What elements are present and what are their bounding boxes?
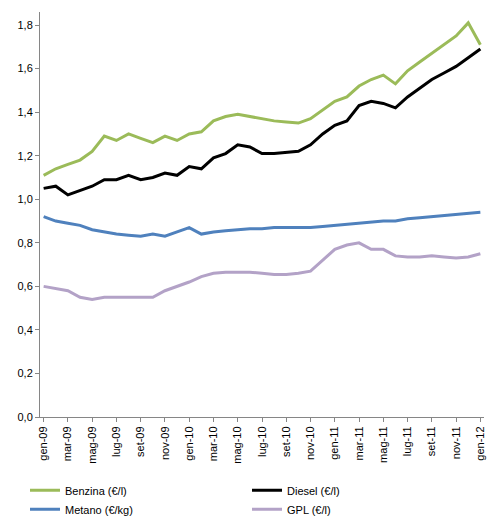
- svg-text:gen-09: gen-09: [37, 426, 49, 460]
- svg-text:lug-09: lug-09: [110, 426, 122, 457]
- svg-text:set-10: set-10: [280, 426, 292, 457]
- svg-text:Metano (€/kg): Metano (€/kg): [65, 504, 133, 516]
- svg-text:lug-10: lug-10: [256, 426, 268, 457]
- svg-text:nov-11: nov-11: [450, 426, 462, 459]
- svg-text:mag-10: mag-10: [231, 426, 243, 463]
- svg-text:0,4: 0,4: [18, 324, 33, 336]
- svg-text:nov-10: nov-10: [304, 426, 316, 460]
- svg-text:GPL (€/l): GPL (€/l): [287, 504, 331, 516]
- svg-text:mar-09: mar-09: [61, 426, 73, 461]
- svg-text:set-09: set-09: [134, 426, 146, 457]
- svg-text:0,8: 0,8: [18, 237, 33, 249]
- svg-text:1,0: 1,0: [18, 193, 33, 205]
- svg-text:0,0: 0,0: [18, 411, 33, 423]
- svg-text:gen-10: gen-10: [183, 426, 195, 460]
- svg-text:mag-09: mag-09: [86, 426, 98, 463]
- svg-text:mar-11: mar-11: [353, 426, 365, 460]
- svg-text:gen-12: gen-12: [474, 426, 486, 460]
- svg-text:1,6: 1,6: [18, 62, 33, 74]
- svg-text:1,4: 1,4: [18, 106, 33, 118]
- svg-text:set-11: set-11: [425, 426, 437, 456]
- svg-text:Diesel (€/l): Diesel (€/l): [287, 485, 340, 497]
- svg-text:mar-10: mar-10: [207, 426, 219, 461]
- svg-text:nov-09: nov-09: [159, 426, 171, 460]
- svg-text:Benzina (€/l): Benzina (€/l): [65, 485, 127, 497]
- svg-text:1,2: 1,2: [18, 150, 33, 162]
- svg-text:lug-11: lug-11: [401, 426, 413, 456]
- svg-text:gen-11: gen-11: [328, 426, 340, 459]
- svg-text:mag-11: mag-11: [377, 426, 389, 462]
- svg-text:0,2: 0,2: [18, 367, 33, 379]
- svg-text:0,6: 0,6: [18, 280, 33, 292]
- svg-text:1,8: 1,8: [18, 19, 33, 31]
